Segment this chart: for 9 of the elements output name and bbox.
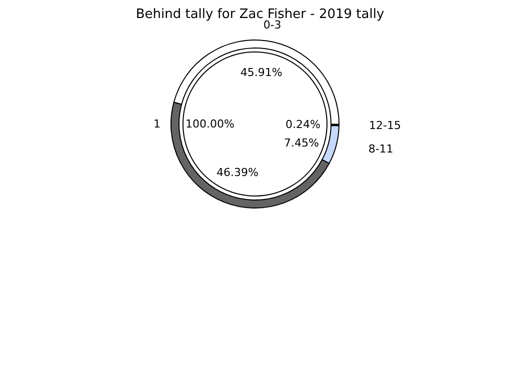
data-label: 0.24% — [286, 118, 320, 132]
data-label: 7.45% — [284, 136, 319, 150]
data-label: 46.39% — [216, 166, 258, 179]
slice-label: 8-11 — [368, 142, 394, 156]
slice-label: 0-3 — [263, 18, 282, 32]
slice-label: 1 — [154, 118, 160, 130]
slice-label: 12-15 — [369, 118, 401, 132]
data-label: 45.91% — [240, 66, 282, 79]
data-label: 100.00% — [186, 118, 234, 130]
